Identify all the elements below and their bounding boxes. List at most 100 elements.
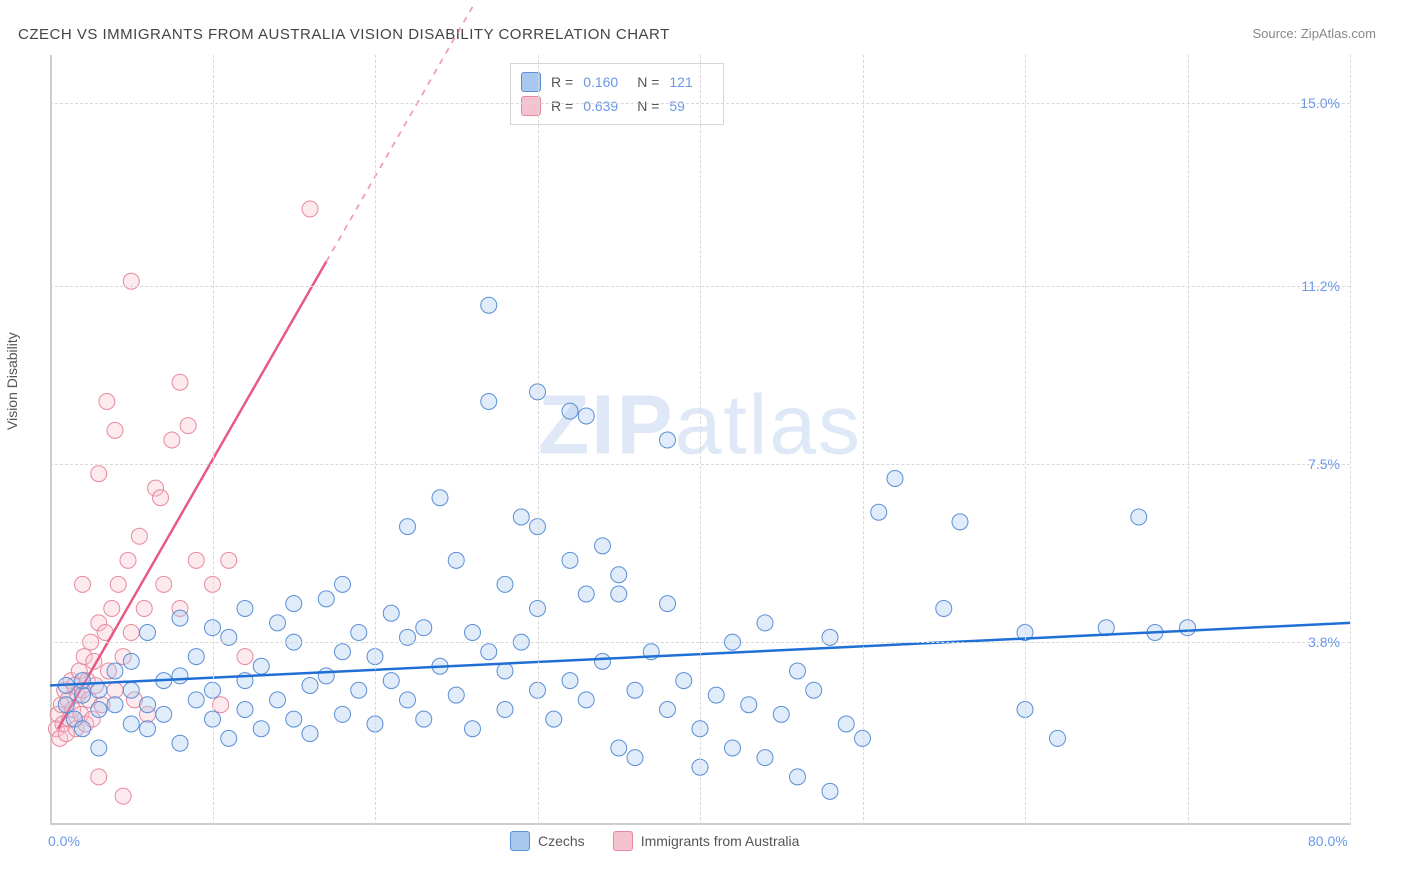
point-blue bbox=[838, 716, 854, 732]
legend-row-pink: R = 0.639 N = 59 bbox=[521, 94, 713, 118]
point-pink bbox=[136, 600, 152, 616]
point-pink bbox=[107, 682, 123, 698]
point-blue bbox=[335, 576, 351, 592]
swatch-pink bbox=[613, 831, 633, 851]
point-blue bbox=[481, 297, 497, 313]
gridline-v bbox=[538, 55, 539, 825]
point-blue bbox=[91, 702, 107, 718]
point-blue bbox=[351, 682, 367, 698]
point-blue bbox=[497, 663, 513, 679]
point-blue bbox=[578, 408, 594, 424]
point-pink bbox=[164, 432, 180, 448]
point-blue bbox=[270, 692, 286, 708]
trendline-ext-pink bbox=[326, 7, 472, 262]
point-blue bbox=[432, 490, 448, 506]
x-tick-label: 80.0% bbox=[1308, 833, 1348, 849]
point-blue bbox=[887, 471, 903, 487]
point-blue bbox=[952, 514, 968, 530]
point-pink bbox=[123, 625, 139, 641]
point-blue bbox=[188, 692, 204, 708]
point-blue bbox=[448, 552, 464, 568]
point-blue bbox=[172, 668, 188, 684]
source-prefix: Source: bbox=[1252, 26, 1300, 41]
point-blue bbox=[383, 605, 399, 621]
r-value-pink: 0.639 bbox=[583, 98, 627, 114]
point-blue bbox=[302, 677, 318, 693]
point-pink bbox=[91, 466, 107, 482]
point-blue bbox=[237, 702, 253, 718]
point-blue bbox=[91, 740, 107, 756]
x-tick-label: 0.0% bbox=[48, 833, 80, 849]
point-pink bbox=[213, 697, 229, 713]
point-blue bbox=[936, 600, 952, 616]
point-blue bbox=[107, 697, 123, 713]
point-pink bbox=[131, 528, 147, 544]
point-pink bbox=[180, 418, 196, 434]
point-blue bbox=[546, 711, 562, 727]
point-blue bbox=[75, 673, 91, 689]
gridline-v bbox=[1025, 55, 1026, 825]
point-blue bbox=[123, 653, 139, 669]
point-blue bbox=[75, 721, 91, 737]
point-pink bbox=[188, 552, 204, 568]
point-blue bbox=[562, 403, 578, 419]
point-blue bbox=[335, 644, 351, 660]
source-name: ZipAtlas.com bbox=[1301, 26, 1376, 41]
point-blue bbox=[481, 644, 497, 660]
point-blue bbox=[448, 687, 464, 703]
point-pink bbox=[104, 600, 120, 616]
point-blue bbox=[140, 625, 156, 641]
point-blue bbox=[140, 721, 156, 737]
gridline-v bbox=[863, 55, 864, 825]
source-label: Source: ZipAtlas.com bbox=[1252, 26, 1376, 41]
point-blue bbox=[790, 663, 806, 679]
point-blue bbox=[58, 697, 74, 713]
point-blue bbox=[75, 687, 91, 703]
point-pink bbox=[221, 552, 237, 568]
point-blue bbox=[91, 682, 107, 698]
point-blue bbox=[790, 769, 806, 785]
point-blue bbox=[400, 692, 416, 708]
point-blue bbox=[611, 567, 627, 583]
point-blue bbox=[237, 600, 253, 616]
point-pink bbox=[172, 374, 188, 390]
point-blue bbox=[725, 740, 741, 756]
point-blue bbox=[107, 663, 123, 679]
y-tick-label: 15.0% bbox=[1300, 95, 1340, 111]
point-blue bbox=[318, 591, 334, 607]
point-pink bbox=[107, 422, 123, 438]
point-blue bbox=[188, 649, 204, 665]
legend-row-blue: R = 0.160 N = 121 bbox=[521, 70, 713, 94]
point-blue bbox=[578, 586, 594, 602]
y-axis-label: Vision Disability bbox=[4, 332, 20, 430]
point-blue bbox=[253, 658, 269, 674]
gridline-v bbox=[700, 55, 701, 825]
legend-correlation: R = 0.160 N = 121 R = 0.639 N = 59 bbox=[510, 63, 724, 125]
point-blue bbox=[497, 576, 513, 592]
legend-item-pink: Immigrants from Australia bbox=[613, 831, 800, 851]
point-blue bbox=[465, 721, 481, 737]
n-value-blue: 121 bbox=[669, 74, 713, 90]
point-pink bbox=[156, 576, 172, 592]
n-label: N = bbox=[637, 74, 659, 90]
gridline-v bbox=[213, 55, 214, 825]
point-blue bbox=[513, 509, 529, 525]
point-pink bbox=[75, 576, 91, 592]
n-value-pink: 59 bbox=[669, 98, 713, 114]
gridline-v bbox=[1188, 55, 1189, 825]
point-blue bbox=[1131, 509, 1147, 525]
point-blue bbox=[318, 668, 334, 684]
point-blue bbox=[708, 687, 724, 703]
point-blue bbox=[221, 730, 237, 746]
series-name-blue: Czechs bbox=[538, 833, 585, 849]
point-blue bbox=[286, 596, 302, 612]
point-blue bbox=[611, 586, 627, 602]
point-pink bbox=[302, 201, 318, 217]
point-blue bbox=[595, 653, 611, 669]
point-blue bbox=[757, 750, 773, 766]
point-blue bbox=[562, 552, 578, 568]
point-blue bbox=[400, 519, 416, 535]
point-blue bbox=[773, 706, 789, 722]
point-pink bbox=[99, 394, 115, 410]
point-blue bbox=[172, 735, 188, 751]
